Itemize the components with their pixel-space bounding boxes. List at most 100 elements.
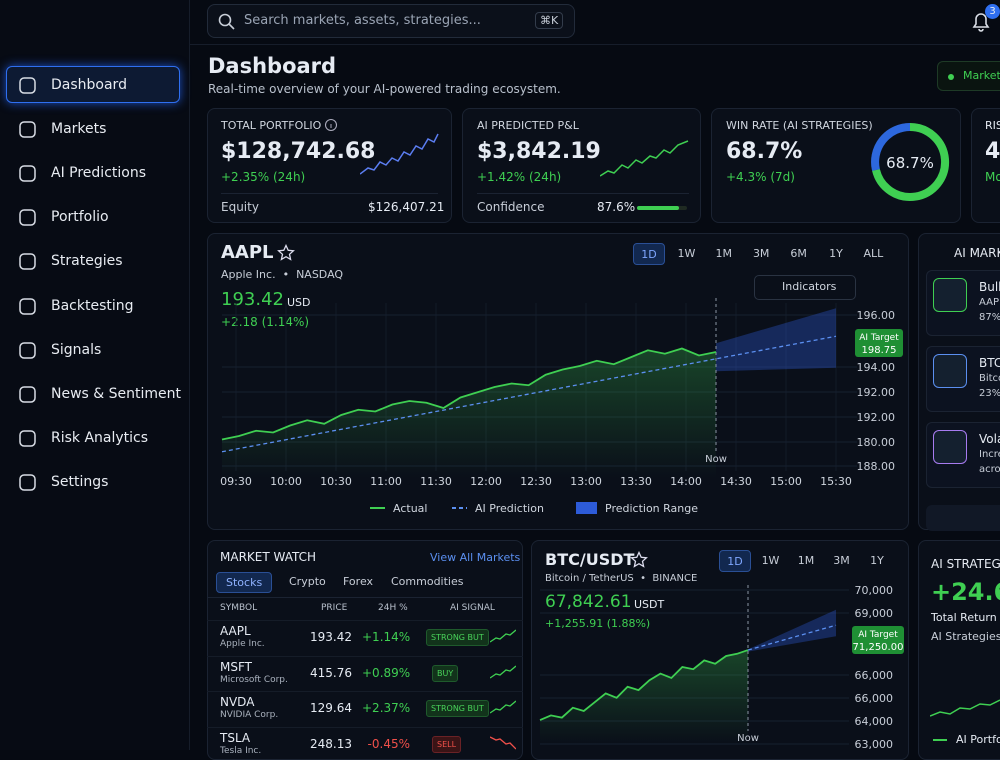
nav-icon [19,474,36,491]
actual-line [539,649,749,721]
now-label: Now [705,454,727,465]
row-divider [207,620,523,621]
range-button[interactable]: 6M [790,247,807,260]
card-value: $128,742.68 [221,139,376,164]
row-divider [207,726,523,728]
ai-item-line: Incre [979,449,1000,460]
range-button[interactable]: 3M [752,247,770,260]
row-sparkline [490,735,516,749]
nav-item[interactable]: Markets [51,121,107,138]
price-chart: 70,000 69,000 66,000 66,000 64,000 63,000 Now A… [539,584,904,750]
range-button[interactable]: 1W [761,554,780,567]
nav-item[interactable]: Strategies [51,253,123,270]
nav-icon [19,209,36,227]
company: Bitcoin / TetherUS [545,573,634,584]
sparkline [360,133,439,175]
change: -0.45% [367,736,410,751]
symbol: AAPL [221,242,274,263]
ring-label: 68.7% [886,154,934,172]
nav-item[interactable]: News & Sentiment [51,385,182,402]
nav-icon-svg [19,253,36,271]
target-value: 198.75 [862,345,897,356]
card-value: 68.7% [726,139,803,164]
ai-more-button[interactable] [926,505,1000,531]
x-tick-label: 13:00 [570,475,602,488]
nav-item[interactable]: Backtesting [51,297,134,314]
range-button[interactable]: 1D [719,550,751,572]
ai-item-line: 23% [979,388,1000,399]
view-all-link[interactable]: View All Markets [430,551,521,564]
indicators-button[interactable] [754,275,856,300]
nav-item[interactable]: AI Predictions [51,165,146,182]
tab[interactable]: Crypto [289,575,326,588]
nav-icon-box [17,119,39,141]
signal-badge: BUY [432,664,459,682]
nav-icon-box [17,384,39,406]
nav-icon-box [17,428,39,450]
tab[interactable]: Commodities [391,575,464,588]
legend-label: Prediction Range [605,502,698,515]
star-icon[interactable] [277,244,295,262]
x-tick-label: 11:30 [420,475,452,488]
star-icon[interactable] [630,551,648,569]
column-header: SYMBOL [220,603,258,613]
range-button[interactable]: 1M [715,247,733,260]
y-tick-label: 192.00 [857,386,896,399]
panel-title: AI MARK [954,246,1000,260]
element [277,244,295,261]
divider [207,597,523,598]
bell-icon[interactable] [970,10,994,34]
nav-icon-svg [19,77,36,94]
nav-item[interactable]: Settings [51,473,109,490]
signal-badge: SELL [432,735,462,753]
tab[interactable]: Stocks [216,572,273,593]
ai-item-icon [933,354,967,388]
prediction-line [747,624,837,651]
signal-badge: STRONG BUT [426,629,489,646]
nav-icon [19,77,36,94]
x-tick-label: 12:00 [470,475,502,488]
company: Apple Inc. [220,639,265,649]
sparkline [490,665,516,679]
nav-item[interactable]: Risk Analytics [51,429,149,446]
nav-icon-svg [19,121,36,138]
nav-item[interactable]: Dashboard [51,77,127,93]
win-rate-ring [871,123,950,201]
legend-swatch [576,502,597,514]
column-header: AI SIGNAL [450,603,495,613]
sparkline [490,700,516,714]
range-button[interactable]: 1Y [829,247,843,260]
tab[interactable]: Forex [343,575,374,588]
nav-item[interactable]: Signals [51,341,102,358]
target-badge [855,329,903,357]
divider [221,193,438,194]
search-box[interactable] [207,4,575,38]
target-label: AI Target [858,630,898,640]
ai-item-title: Vola [979,432,1000,446]
range-button[interactable]: 1M [797,554,815,567]
now-label: Now [737,733,759,744]
y-tick-label: 66,000 [855,669,894,682]
y-tick-label: 69,000 [855,607,894,620]
range-button[interactable]: 1W [677,247,696,260]
legend-label: Actual [393,502,427,515]
card [207,108,452,223]
x-tick-label: 14:00 [670,475,702,488]
nav-item[interactable]: Portfolio [51,209,109,226]
range-button[interactable]: 1D [633,243,665,265]
card-label: RIS [985,119,1000,132]
prediction-range [716,308,836,372]
prediction-range [748,609,836,652]
x-tick-label: 10:30 [320,475,352,488]
range-button[interactable]: ALL [863,247,884,260]
range-button[interactable]: 3M [833,554,850,567]
element: Apple Inc. • NASDAQ [221,268,344,281]
nav-icon-box [17,472,39,494]
ai-item-icon [933,278,967,312]
nav-icon-svg [19,165,36,182]
panel-title: AI STRATEGY [931,557,1000,571]
status-pill [937,61,1000,91]
nav-icon-box [17,75,39,97]
range-button[interactable]: 1Y [870,554,884,567]
